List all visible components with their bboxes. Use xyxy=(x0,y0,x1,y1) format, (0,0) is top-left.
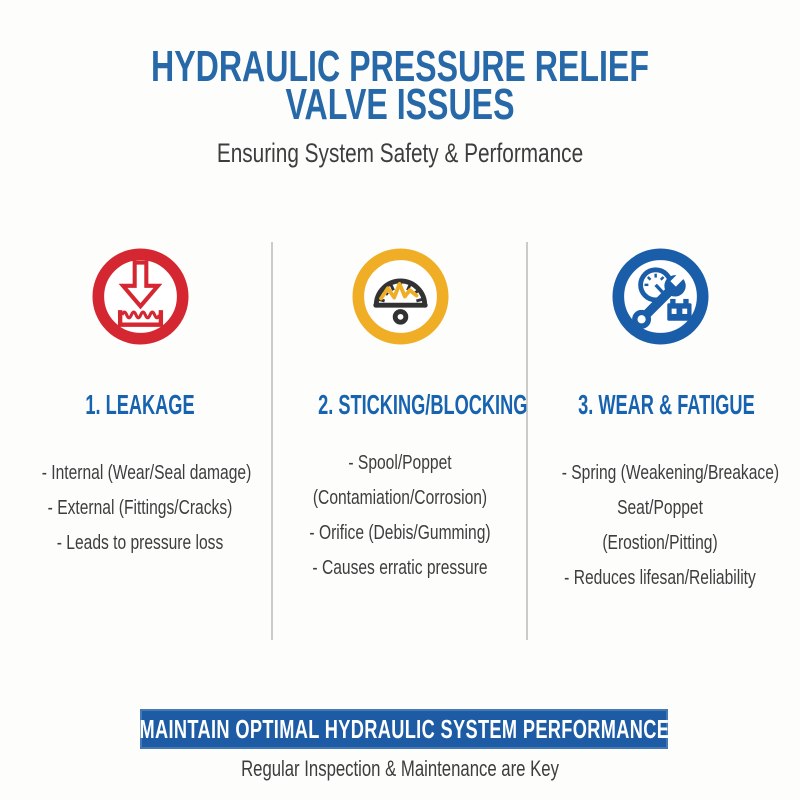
page-title: HYDRAULIC PRESSURE RELIEF VALVE ISSUES xyxy=(0,42,800,129)
page-title-line2: VALVE ISSUES xyxy=(285,80,515,129)
list-item: - Reduces lifesan/Reliability xyxy=(564,567,756,589)
page-title-line1: HYDRAULIC PRESSURE RELIEF xyxy=(151,42,649,91)
leakage-arrow-tray-icon xyxy=(91,248,189,345)
bottom-banner: MAINTAIN OPTIMAL HYDRAULIC SYSTEM PERFOR… xyxy=(139,709,669,749)
column-divider-right xyxy=(526,242,528,640)
column-wear-fatigue: 3. WEAR & FATIGUE - Spring (Weakening/Br… xyxy=(534,248,786,596)
footer-note: Regular Inspection & Maintenance are Key xyxy=(241,756,559,781)
bottom-banner-text: MAINTAIN OPTIMAL HYDRAULIC SYSTEM PERFOR… xyxy=(139,713,669,744)
list-item: (Erostion/Pitting) xyxy=(602,532,718,554)
list-item: Seat/Poppet xyxy=(617,497,703,519)
wear-fatigue-list: - Spring (Weakening/Breakace) Seat/Poppe… xyxy=(534,456,786,596)
list-item: - Leads to pressure loss xyxy=(56,532,224,554)
list-item: - Orifice (Debis/Gumming) xyxy=(309,522,491,544)
list-item: - Internal (Wear/Seal damage) xyxy=(41,462,252,484)
list-item: - Spool/Poppet xyxy=(348,452,452,474)
page-subtitle: Ensuring System Safety & Performance xyxy=(216,138,584,168)
column-divider-left xyxy=(271,242,273,640)
column-title-sticking-blocking: 2. STICKING/BLOCKING xyxy=(318,389,528,420)
wrench-gauge-battery-icon xyxy=(611,248,709,345)
column-title-leakage: 1. LEAKAGE xyxy=(85,389,195,420)
list-item: (Contamiation/Corrosion) xyxy=(312,487,488,509)
list-item: - External (Fittings/Cracks) xyxy=(47,497,233,519)
column-sticking-blocking: 2. STICKING/BLOCKING - Spool/Poppet (Con… xyxy=(274,248,528,586)
column-title-wear-fatigue: 3. WEAR & FATIGUE xyxy=(578,389,755,420)
leakage-list: - Internal (Wear/Seal damage) - External… xyxy=(14,456,266,561)
list-item: - Causes erratic pressure xyxy=(312,557,488,579)
list-item: - Spring (Weakening/Breakace) xyxy=(561,462,780,484)
column-leakage: 1. LEAKAGE - Internal (Wear/Seal damage)… xyxy=(14,248,266,561)
sticking-blocking-list: - Spool/Poppet (Contamiation/Corrosion) … xyxy=(274,446,526,586)
pressure-gauge-icon xyxy=(351,248,449,345)
